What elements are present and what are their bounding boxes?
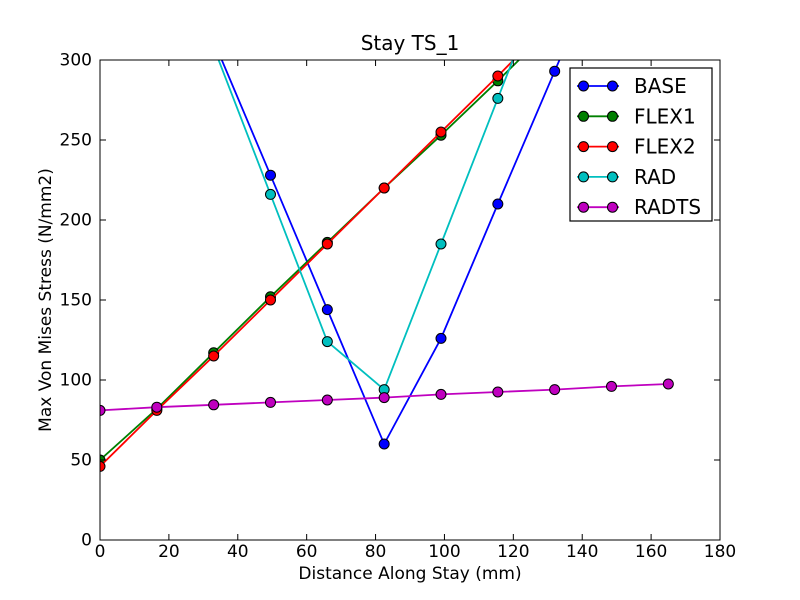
series-marker-RADTS	[549, 384, 561, 396]
chart-title: Stay TS_1	[361, 31, 460, 55]
series-marker-BASE	[378, 438, 390, 450]
legend-marker-icon	[607, 171, 618, 183]
x-tick-label: 0	[95, 542, 106, 562]
series-marker-FLEX2	[265, 294, 276, 306]
series-marker-FLEX2	[550, 13, 560, 23]
x-tick-label: 120	[497, 542, 529, 562]
y-axis-label: Max Von Mises Stress (N/mm2)	[36, 168, 56, 432]
legend-item-label: FLEX1	[634, 104, 696, 128]
axes-spines	[99, 59, 721, 541]
series-marker-FLEX2	[321, 238, 333, 250]
x-axis-label: Distance Along Stay (mm)	[298, 564, 521, 584]
x-tick-label: 100	[428, 542, 460, 562]
series-marker-FLEX2	[378, 182, 390, 194]
legend-marker-icon	[607, 110, 618, 122]
legend-item-RAD: RAD	[577, 165, 676, 189]
y-tick-label: 250	[60, 131, 92, 151]
legend-marker-icon	[578, 80, 589, 92]
legend-box: BASE FLEX1 FLEX2 RAD RADTS	[569, 67, 713, 222]
series-marker-FLEX1	[550, 20, 560, 30]
x-tick-label: 40	[227, 542, 249, 562]
y-tick-label: 150	[60, 291, 92, 311]
legend-item-FLEX1: FLEX1	[577, 104, 696, 128]
series-marker-FLEX2	[492, 70, 504, 82]
x-tick-label: 20	[158, 542, 180, 562]
legend-marker-icon	[578, 171, 589, 183]
series-marker-RADTS	[100, 404, 106, 416]
series-marker-RAD	[209, 42, 219, 52]
legend-marker-icon	[607, 141, 618, 153]
legend-marker-icon	[607, 80, 618, 92]
series-marker-RADTS	[606, 380, 617, 392]
legend-item-label: RAD	[634, 165, 676, 189]
x-tick-label: 180	[704, 542, 736, 562]
x-tick-label: 60	[296, 542, 318, 562]
legend-item-label: RADTS	[634, 195, 701, 219]
legend-marker-icon	[578, 141, 589, 153]
legend-item-label: BASE	[634, 74, 687, 98]
y-tick-label: 200	[60, 211, 92, 231]
series-marker-RAD	[435, 238, 447, 250]
series-marker-BASE	[549, 65, 561, 77]
series-marker-BASE	[265, 169, 276, 181]
y-tick-label: 300	[60, 51, 92, 71]
legend-item-RADTS: RADTS	[577, 195, 701, 219]
tick-layer: 0 20 40 60 80 100 120 140 160 180 0 50 100 150 200 250 3…	[60, 51, 737, 562]
legend-item-BASE: BASE	[577, 74, 687, 98]
legend-marker-icon	[578, 110, 589, 122]
x-tick-label: 160	[635, 542, 667, 562]
series-marker-FLEX2	[208, 350, 220, 362]
series-marker-RADTS	[321, 394, 333, 406]
series-marker-RAD	[492, 92, 504, 104]
legend-item-label: FLEX2	[634, 135, 696, 159]
series-marker-BASE	[435, 332, 447, 344]
series-marker-BASE	[492, 198, 504, 210]
series-marker-RADTS	[662, 378, 674, 390]
series-marker-RAD	[321, 336, 333, 348]
legend-marker-icon	[607, 201, 618, 213]
legend-marker-icon	[578, 201, 589, 213]
legend-item-FLEX2: FLEX2	[577, 135, 696, 159]
series-marker-RADTS	[435, 388, 447, 400]
series-marker-FLEX2	[435, 126, 447, 138]
series-marker-RADTS	[378, 392, 390, 404]
series-marker-BASE	[209, 36, 219, 46]
series-marker-RAD	[265, 188, 276, 200]
series-marker-BASE	[321, 304, 333, 316]
series-marker-RADTS	[208, 399, 220, 411]
legend-frame	[569, 67, 713, 222]
y-tick-label: 50	[70, 451, 92, 471]
x-tick-label: 80	[365, 542, 387, 562]
series-marker-RADTS	[151, 401, 163, 413]
series-layer	[100, 13, 674, 472]
series-line-BASE	[220, 60, 561, 445]
y-tick-label: 100	[60, 371, 92, 391]
x-tick-label: 140	[566, 542, 598, 562]
y-tick-label: 0	[81, 531, 92, 551]
series-marker-RADTS	[492, 386, 504, 398]
series-marker-FLEX2	[100, 460, 106, 472]
series-marker-RADTS	[265, 396, 276, 408]
